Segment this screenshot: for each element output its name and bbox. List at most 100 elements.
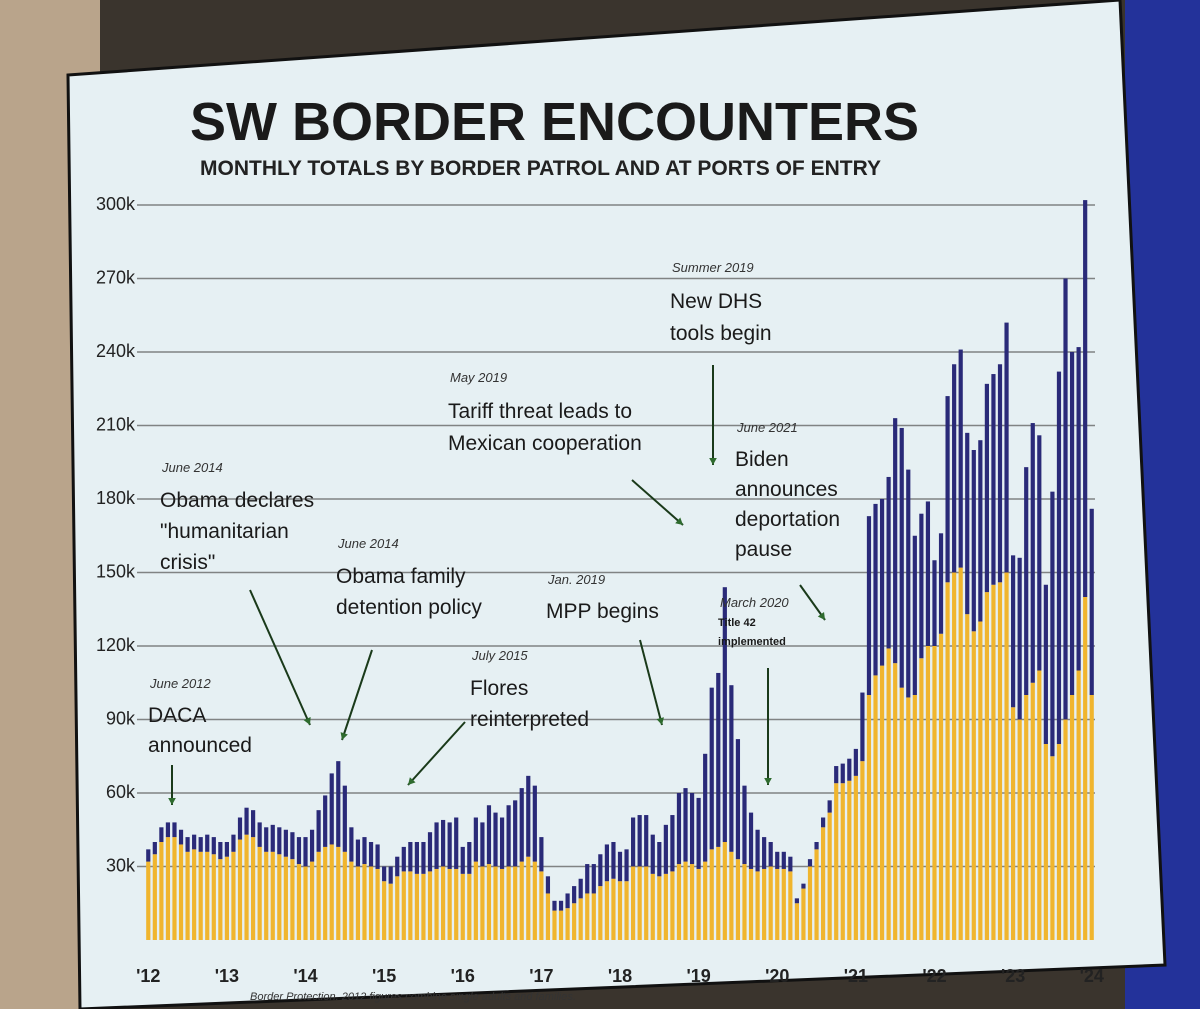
annotation-text: "humanitarian (160, 520, 289, 543)
bar-segment (1011, 555, 1016, 708)
bar-segment (401, 871, 406, 940)
bar-segment (309, 829, 315, 862)
bar-segment (296, 864, 302, 940)
bar-segment (460, 873, 465, 940)
bar-segment (676, 793, 682, 865)
bar-segment (237, 839, 243, 940)
bar-segment (526, 856, 531, 940)
bar-segment (283, 856, 288, 940)
annotation-text: detention policy (336, 596, 482, 619)
bar-segment (919, 658, 924, 940)
bar-segment (414, 873, 419, 940)
bar-segment (382, 866, 387, 882)
bar-segment (1076, 347, 1081, 671)
grid: 30k 60k 90k 120k 150k 180k 210k 240k 270k 300k (96, 194, 1095, 875)
annotation-text: Obama declares (160, 489, 314, 512)
bar-segment (388, 883, 393, 940)
bar-segment (1011, 707, 1016, 940)
bar-segment (814, 842, 819, 850)
bar-segment (408, 842, 413, 872)
bar-segment (152, 842, 157, 855)
bar-segment (1037, 670, 1042, 940)
bar-segment (447, 868, 452, 940)
bar-segment (159, 827, 164, 842)
bar-segment (794, 903, 799, 940)
bar-segment (938, 633, 944, 940)
bar-segment (493, 812, 498, 867)
bar-segment (1063, 278, 1068, 720)
bar-segment (709, 687, 714, 850)
bar-segment (840, 763, 845, 784)
bar-segment (598, 886, 603, 940)
bar-segment (735, 739, 741, 860)
bar-segment (644, 866, 649, 940)
bar-segment (709, 849, 714, 940)
bar-segment (539, 837, 544, 872)
bar-segment (447, 822, 452, 869)
bar-segment (303, 837, 308, 867)
y-tick-label: 120k (96, 635, 136, 655)
annotation-text: announces (735, 478, 838, 501)
bar-segment (499, 868, 505, 940)
bar-segment (172, 837, 177, 940)
annotation-date: Summer 2019 (672, 260, 754, 275)
annotation-text: Biden (735, 448, 789, 471)
bar-segment (696, 868, 701, 940)
annotation-text: tools begin (670, 322, 772, 345)
arrow-head (340, 732, 348, 740)
annotation-date: June 2021 (736, 420, 798, 435)
bar-segment (146, 861, 151, 940)
bar-segment (873, 675, 878, 940)
bar-segment (683, 861, 688, 940)
bar-segment (146, 849, 151, 862)
annotation-date: July 2015 (471, 648, 528, 663)
bar-segment (716, 846, 721, 940)
bar-segment (565, 908, 570, 940)
x-tick-label: '16 (451, 966, 475, 986)
x-tick-label: '23 (1001, 966, 1025, 986)
bar-segment (355, 839, 361, 867)
annotation-arrow (799, 584, 826, 621)
bar-segment (486, 864, 492, 940)
bar-segment (624, 881, 629, 940)
bar-segment (578, 878, 583, 899)
bar-segment (637, 866, 642, 940)
bar-segment (349, 861, 354, 940)
bar-segment (768, 842, 773, 867)
bar-segment (237, 817, 243, 840)
bar-segment (919, 513, 924, 659)
bar-segment (539, 871, 544, 940)
bar-segment (735, 859, 741, 940)
source: Border Protection. 2012 figures combine … (250, 991, 576, 1003)
bar-segment (1037, 435, 1042, 671)
bar-segment (1056, 371, 1062, 744)
bar-segment (631, 866, 636, 940)
bar-segment (617, 881, 623, 940)
bar-segment (545, 893, 551, 940)
bar-segment (251, 837, 256, 940)
bar-segment (873, 503, 878, 676)
bar-segment (231, 834, 236, 852)
bar-segment (670, 871, 675, 940)
bar-segment (689, 793, 695, 865)
bar-segment (755, 871, 760, 940)
bar-segment (185, 851, 190, 940)
bar-segment (421, 873, 426, 940)
bar-segment (893, 663, 898, 940)
bar-segment (192, 849, 197, 940)
annotation-arrow (249, 589, 311, 726)
bar-segment (801, 883, 806, 889)
bar-segment (1089, 508, 1094, 695)
bar-segment (336, 846, 341, 940)
bar-segment (834, 766, 839, 784)
y-tick-label: 150k (96, 561, 136, 581)
bar-segment (1024, 467, 1029, 695)
bar-segment (585, 864, 590, 894)
bar-segment (519, 788, 524, 862)
bar-segment (991, 374, 996, 585)
bar-segment (984, 383, 989, 593)
bar-segment (506, 805, 511, 867)
bar-segment (526, 775, 531, 857)
bar-segment (513, 800, 518, 867)
annotation-text: MPP begins (546, 600, 659, 623)
